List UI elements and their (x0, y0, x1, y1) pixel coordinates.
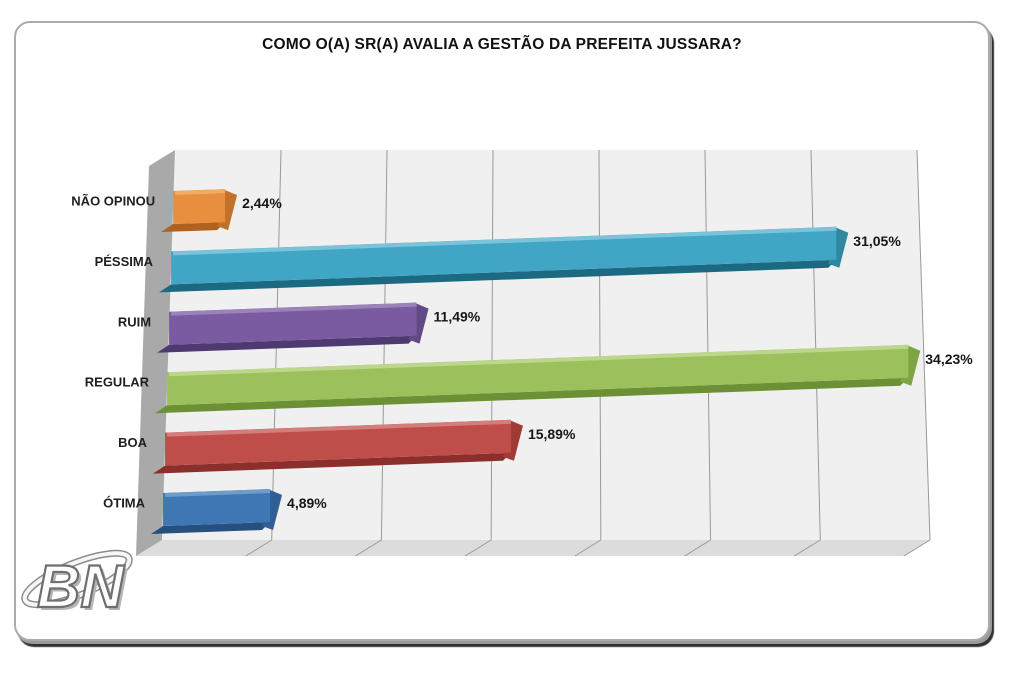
gridline-foot (794, 539, 821, 557)
chart-left-wall (136, 150, 175, 556)
category-label-ruim: RUIM (118, 314, 151, 329)
bar-regular (155, 344, 921, 414)
bar-top-bevel (170, 302, 417, 316)
gridline-foot (464, 539, 492, 557)
bar-top-bevel (166, 419, 512, 437)
logo-text: BN (37, 553, 125, 620)
gridline-foot (903, 539, 931, 557)
value-label-nao-opinou: 2,44% (242, 195, 282, 211)
bar-front-face (173, 189, 226, 224)
logo-text-shadow: BN (40, 556, 128, 623)
gridline-foot (684, 539, 711, 557)
chart-floor (136, 540, 930, 556)
bars-group (151, 189, 921, 534)
gridline (810, 149, 821, 541)
logo-swoosh (22, 551, 132, 607)
bar-ruim (157, 302, 429, 353)
gridline (598, 149, 602, 541)
bar-bottom-face (161, 222, 226, 232)
gridline (704, 149, 712, 541)
bar-bottom-face (159, 259, 837, 293)
gridline-foot (355, 539, 382, 557)
value-label-regular: 34,23% (925, 351, 973, 367)
bar-otima (151, 489, 283, 534)
labels-group: NÃO OPINOU 2,44% PÉSSIMA 31,05% RUIM 11,49% RE… (71, 194, 973, 512)
gridline (380, 149, 388, 541)
gridline (490, 149, 494, 541)
bn-logo: BN BN (21, 549, 133, 623)
value-label-boa: 15,89% (528, 426, 576, 442)
bar-bottom-face (153, 452, 511, 474)
chart-plot-area: NÃO OPINOU 2,44% PÉSSIMA 31,05% RUIM 11,49% RE… (71, 149, 973, 557)
value-label-ruim: 11,49% (434, 309, 481, 325)
category-label-regular: REGULAR (85, 375, 150, 390)
bar-top-bevel (164, 489, 271, 497)
bar-nao-opinou (161, 189, 238, 232)
page-title: COMO O(A) SR(A) AVALIA A GESTÃO DA PREFE… (262, 36, 742, 53)
bar-top-bevel (175, 189, 226, 195)
bar-top-bevel (173, 226, 837, 256)
bar-front-face (167, 344, 909, 406)
bar-boa (153, 419, 523, 474)
bar-front-face (163, 489, 271, 526)
bar-bottom-face (157, 335, 417, 353)
bar-bottom-face (151, 522, 271, 534)
gridline-foot (245, 539, 272, 557)
category-label-otima: ÓTIMA (103, 496, 145, 511)
gridline (916, 149, 931, 541)
value-label-otima: 4,89% (287, 495, 327, 511)
category-label-pessima: PÉSSIMA (95, 254, 154, 269)
bar-front-face (171, 226, 837, 285)
category-label-nao-opinou: NÃO OPINOU (71, 194, 155, 209)
bar-pessima (159, 226, 849, 293)
bar-top-bevel (168, 344, 909, 377)
category-label-boa: BOA (118, 435, 148, 450)
gridline-foot (574, 539, 602, 557)
value-label-pessima: 31,05% (853, 233, 901, 249)
gridlines (245, 149, 931, 557)
bar-bottom-face (155, 377, 909, 414)
